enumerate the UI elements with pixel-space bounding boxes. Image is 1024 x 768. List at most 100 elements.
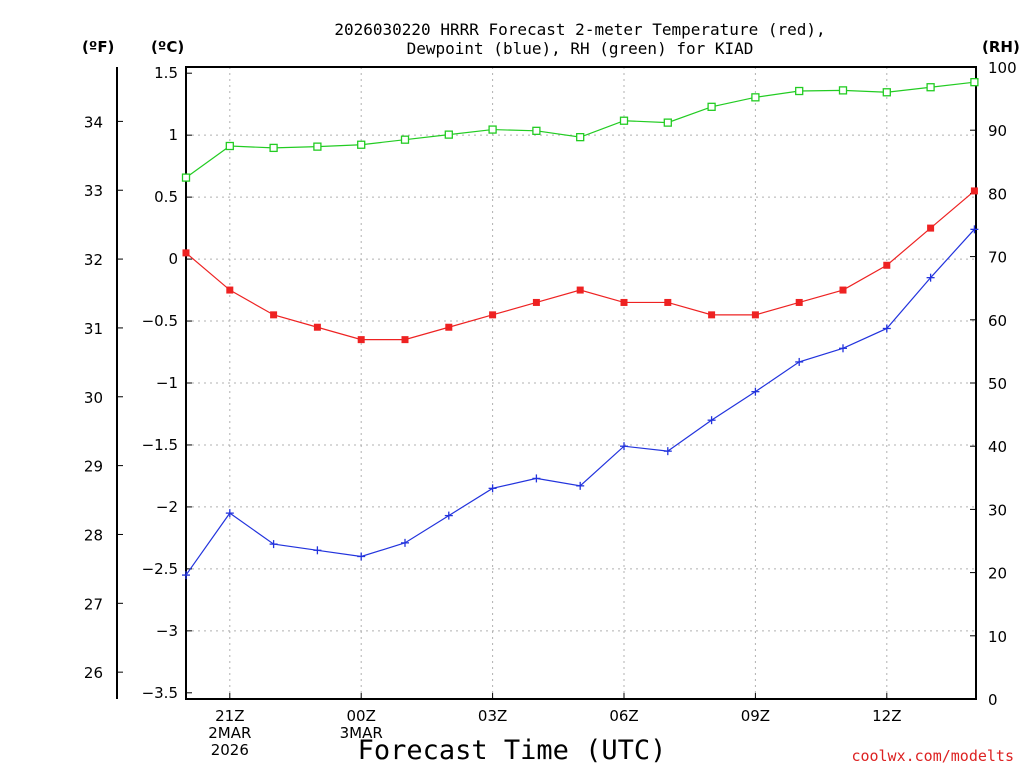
fahrenheit-tick-label: 33 [84,182,103,200]
x-tick-label: 09Z [741,707,770,725]
fahrenheit-tick-label: 30 [84,389,103,407]
dewpoint-line [185,228,975,576]
celsius-tick-label: −2 [156,498,178,516]
rh-marker [532,126,541,135]
temperature-marker [357,336,365,344]
dewpoint-marker [488,484,497,493]
temperature-marker [270,311,278,319]
dewpoint-marker [620,442,628,451]
celsius-tick-label: −1.5 [142,436,178,454]
fahrenheit-unit-label: (ºF) [82,38,114,56]
dewpoint-marker [313,546,322,555]
rh-marker [838,86,848,95]
temperature-marker [927,224,935,232]
celsius-tick-label: 0.5 [154,188,178,206]
celsius-tick-label: −1 [156,374,178,392]
rh-tick-label: 80 [988,185,1007,203]
data-series [181,78,979,580]
temperature-marker [883,261,891,269]
rh-tick-label: 70 [988,249,1007,267]
temperature-marker [620,298,628,306]
rh-marker [795,86,804,96]
rh-marker [225,141,234,151]
dewpoint-marker [751,387,760,396]
plot-frame [185,66,977,700]
temperature-marker [708,311,716,319]
x-tick-label: 21Z [215,707,244,725]
rh-marker [926,83,935,92]
rh-marker [882,88,891,97]
fahrenheit-tick-label: 28 [84,526,103,544]
rh-tick-label: 40 [988,438,1007,456]
celsius-tick-label: 0 [168,250,178,268]
rh-marker [707,102,716,111]
temperature-marker [576,286,584,294]
rh-marker [181,173,191,182]
rh-tick-label: 10 [988,628,1007,646]
temperature-marker [401,336,409,344]
temperature-marker [839,286,847,294]
rh-tick-label: 30 [988,501,1007,519]
dewpoint-marker [182,571,190,580]
temperature-marker [664,298,672,306]
temperature-line [185,190,975,341]
dewpoint-marker [269,540,278,549]
temperature-marker [751,311,759,319]
dewpoint-marker [532,474,541,483]
celsius-tick-label: −3.5 [142,684,178,702]
fahrenheit-tick-label: 31 [84,320,103,338]
fahrenheit-tick-label: 29 [84,458,103,476]
x-tick-label: 12Z [872,707,901,725]
rh-unit-label: (RH) [982,38,1020,56]
rh-marker [400,135,410,144]
dewpoint-marker [795,357,804,366]
rh-tick-label: 20 [988,565,1007,583]
temperature-marker [970,187,978,195]
credit-text: coolwx.com/modelts [851,747,1014,765]
temperature-marker [489,311,497,319]
dewpoint-marker [663,447,672,456]
fahrenheit-tick-label: 34 [84,113,103,131]
fahrenheit-tick-label: 26 [84,664,103,682]
rh-marker [663,118,672,127]
celsius-tick-label: −0.5 [142,312,178,330]
x-tick-label: 2026 [211,741,249,759]
x-tick-label: 3MAR [340,724,383,742]
rh-marker [751,93,760,102]
rh-marker [357,140,366,149]
chart-title-line-1: 2026030220 HRRR Forecast 2-meter Tempera… [334,20,825,39]
rh-tick-label: 50 [988,375,1007,393]
temperature-marker [182,249,190,257]
rh-marker [970,78,979,87]
rh-line [185,81,975,179]
x-tick-label: 06Z [609,707,638,725]
celsius-tick-label: −2.5 [142,560,178,578]
rh-marker [619,116,629,125]
temperature-marker [226,286,234,294]
x-axis-label: Forecast Time (UTC) [358,735,667,766]
fahrenheit-tick-label: 32 [84,251,103,269]
x-tick-label: 2MAR [208,724,251,742]
temperature-marker [795,298,803,306]
dewpoint-marker [357,552,366,561]
fahrenheit-tick-label: 27 [84,595,103,613]
dewpoint-marker [444,511,453,520]
rh-tick-label: 100 [988,59,1017,77]
temperature-marker [532,298,540,306]
celsius-unit-label: (ºC) [151,38,184,56]
celsius-tick-label: 1.5 [154,64,178,82]
rh-tick-label: 90 [988,122,1007,140]
rh-marker [269,143,278,153]
celsius-tick-label: 1 [168,126,178,144]
dewpoint-marker [707,416,716,425]
temperature-marker [445,323,453,331]
rh-tick-label: 60 [988,312,1007,330]
dewpoint-marker [576,481,585,490]
chart-title-line-2: Dewpoint (blue), RH (green) for KIAD [407,39,754,58]
dewpoint-marker [839,344,847,353]
rh-tick-label: 0 [988,691,998,709]
dewpoint-marker [926,273,935,282]
x-tick-label: 03Z [478,707,507,725]
